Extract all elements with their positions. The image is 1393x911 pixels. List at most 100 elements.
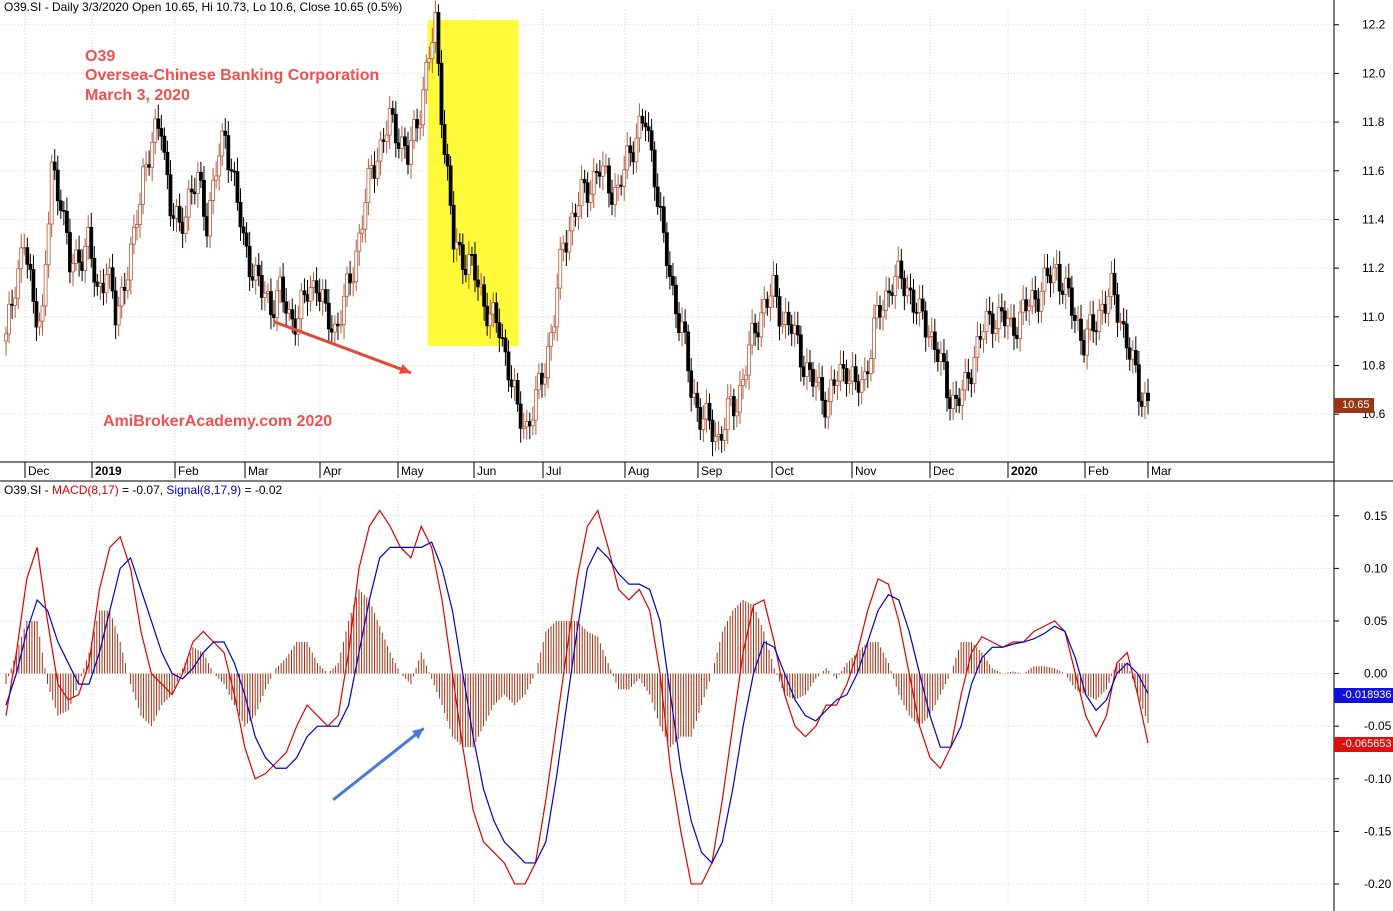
price-tick-label: 10.8 xyxy=(1362,359,1386,373)
candle-body xyxy=(177,205,182,223)
candle-body xyxy=(150,141,155,168)
candle-body xyxy=(430,42,435,60)
candle-body xyxy=(832,379,837,386)
candle-body xyxy=(573,212,578,217)
candle-body xyxy=(841,364,846,369)
candle-body xyxy=(1127,347,1132,360)
candle-body xyxy=(905,287,910,297)
candle-body xyxy=(284,301,289,314)
month-label: Apr xyxy=(323,464,342,478)
month-label: Nov xyxy=(855,464,876,478)
candle-body xyxy=(363,202,368,230)
candle-body xyxy=(792,325,797,334)
macd-label: MACD(8,17) xyxy=(52,483,119,497)
candle-body xyxy=(972,356,977,385)
candle-body xyxy=(488,313,493,327)
candle-body xyxy=(579,178,584,207)
candle-body xyxy=(631,152,636,163)
candle-body xyxy=(156,118,161,129)
candle-body xyxy=(805,362,809,377)
blue-arrow xyxy=(332,727,425,801)
month-label: Dec xyxy=(28,464,49,478)
candle-body xyxy=(1012,317,1016,336)
candle-body xyxy=(716,434,721,437)
candle-body xyxy=(616,184,621,188)
candle-body xyxy=(597,171,602,177)
candle-body xyxy=(847,380,852,384)
candle-body xyxy=(470,254,474,256)
candle-body xyxy=(278,276,282,292)
candle-body xyxy=(107,267,112,275)
candle-body xyxy=(141,166,145,205)
candle-body xyxy=(387,108,392,136)
candle-body xyxy=(954,394,959,399)
candle-body xyxy=(780,324,785,327)
candle-body xyxy=(506,351,511,381)
candle-body xyxy=(549,332,554,347)
macd-tick-label: 0.05 xyxy=(1364,614,1388,628)
signal-last-tag: -0.018936 xyxy=(1334,688,1393,703)
candle-body xyxy=(342,295,346,326)
month-label: Sep xyxy=(701,464,723,478)
candle-body xyxy=(533,389,538,421)
candle-body xyxy=(89,227,94,259)
candle-body xyxy=(1118,320,1123,323)
candle-body xyxy=(741,379,745,386)
price-candles xyxy=(4,0,1150,457)
candle-body xyxy=(762,299,767,314)
candle-body xyxy=(445,154,450,167)
candle-body xyxy=(265,291,270,294)
candle-body xyxy=(43,264,48,307)
candle-body xyxy=(1042,267,1047,292)
candle-body xyxy=(1006,318,1010,327)
candle-body xyxy=(192,191,197,195)
candle-body xyxy=(817,377,822,383)
candle-body xyxy=(875,305,879,319)
candle-body xyxy=(1039,290,1044,312)
candle-body xyxy=(963,372,968,391)
candle-body xyxy=(381,139,386,142)
candle-body xyxy=(1033,290,1038,300)
candle-body xyxy=(1073,314,1077,321)
candle-body xyxy=(856,381,861,393)
candle-body xyxy=(171,215,176,219)
candle-body xyxy=(235,171,240,203)
month-label: Dec xyxy=(933,464,954,478)
candle-body xyxy=(232,170,237,173)
candle-body xyxy=(259,275,264,298)
candle-body xyxy=(966,372,971,379)
candle-body xyxy=(1069,287,1074,316)
candle-body xyxy=(643,122,648,128)
candle-body xyxy=(838,364,843,382)
candle-body xyxy=(1133,350,1138,366)
candle-body xyxy=(1036,298,1041,312)
candle-body xyxy=(1100,303,1105,311)
candle-body xyxy=(707,402,712,421)
candle-body xyxy=(771,275,776,297)
company-annotation: Oversea-Chinese Banking Corporation xyxy=(85,67,380,84)
candle-body xyxy=(951,394,955,409)
candle-body xyxy=(113,290,118,326)
candle-body xyxy=(765,299,770,308)
candle-body xyxy=(500,337,505,339)
watermark-text: AmiBrokerAcademy.com 2020 xyxy=(103,413,333,430)
candle-body xyxy=(530,419,535,427)
candle-body xyxy=(1015,334,1019,339)
candle-body xyxy=(457,241,462,246)
candle-body xyxy=(427,58,432,63)
candle-body xyxy=(199,171,203,181)
candle-body xyxy=(497,322,502,338)
candle-body xyxy=(22,247,27,250)
candle-body xyxy=(269,291,273,316)
candle-body xyxy=(899,260,904,279)
candle-body xyxy=(153,118,158,143)
candle-body xyxy=(722,429,727,441)
candle-body xyxy=(195,171,200,195)
candle-body xyxy=(329,328,334,333)
month-label: Oct xyxy=(775,464,794,478)
candle-body xyxy=(783,311,788,325)
candle-body xyxy=(491,302,496,315)
candle-body xyxy=(512,379,517,388)
candle-body xyxy=(308,287,313,302)
